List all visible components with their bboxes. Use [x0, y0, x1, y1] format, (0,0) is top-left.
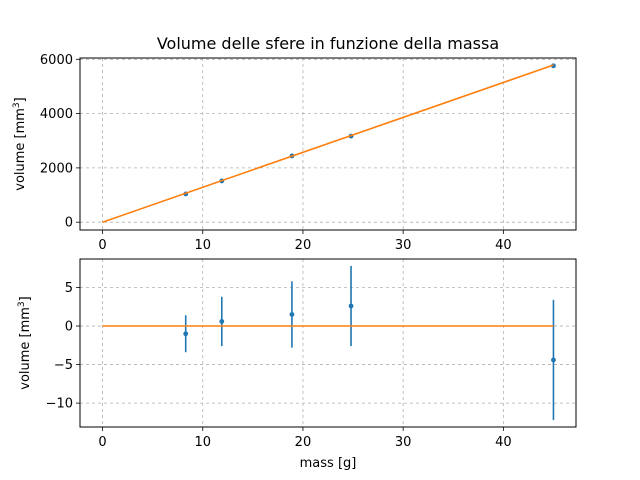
bottom-chart-ytick-label-1: −5 — [54, 358, 73, 373]
bottom-chart-point-2 — [289, 312, 295, 317]
bottom-chart-point-0 — [183, 331, 189, 337]
bottom-chart-xtick-label-2: 20 — [295, 435, 312, 450]
top-chart-ticks: 0 10 20 30 40 0 2000 4000 6000 — [40, 53, 512, 253]
top-chart-ytick-label-2: 4000 — [40, 107, 73, 122]
bottom-chart-ytick-label-2: 0 — [65, 320, 73, 335]
bottom-chart-ytick-label-3: 5 — [65, 281, 73, 296]
top-chart-xtick-label-4: 40 — [495, 238, 512, 253]
bottom-chart-xtick-label-3: 30 — [395, 435, 412, 450]
bottom-chart-ylabel: volume [mm3] — [17, 296, 33, 390]
bottom-chart: 0 10 20 30 40 −10 −5 0 5 — [46, 258, 577, 450]
top-chart-ylabel: volume [mm3] — [12, 97, 28, 191]
top-chart-xtick-label-1: 10 — [194, 238, 211, 253]
bottom-chart-ytick-label-0: −10 — [46, 397, 73, 412]
bottom-chart-point-3 — [348, 303, 354, 309]
top-chart-ytick-label-1: 2000 — [40, 161, 73, 176]
bottom-chart-series — [102, 265, 556, 421]
top-chart-grid — [80, 58, 576, 230]
top-chart-xtick-label-2: 20 — [295, 238, 312, 253]
bottom-chart-xtick-label-4: 40 — [495, 435, 512, 450]
bottom-chart-point-1 — [219, 319, 225, 324]
bottom-chart-ticks: 0 10 20 30 40 −10 −5 0 5 — [46, 281, 512, 450]
top-chart-series — [102, 63, 556, 223]
bottom-chart-frame — [79, 258, 577, 428]
top-chart-xtick-label-0: 0 — [98, 238, 106, 253]
top-chart-fit-line — [102, 64, 554, 223]
bottom-chart-point-4 — [551, 357, 556, 363]
bottom-chart-xtick-label-1: 10 — [194, 435, 211, 450]
top-chart-frame — [79, 57, 577, 231]
top-chart-title: Volume delle sfere in funzione della mas… — [157, 34, 499, 53]
top-chart-ytick-label-0: 0 — [65, 216, 73, 231]
bottom-chart-xtick-label-0: 0 — [98, 435, 106, 450]
top-chart-ytick-label-3: 6000 — [40, 53, 73, 68]
bottom-chart-xlabel: mass [g] — [300, 456, 357, 471]
top-chart: 0 10 20 30 40 0 2000 4000 6000 — [40, 53, 577, 253]
top-chart-xtick-label-3: 30 — [395, 238, 412, 253]
